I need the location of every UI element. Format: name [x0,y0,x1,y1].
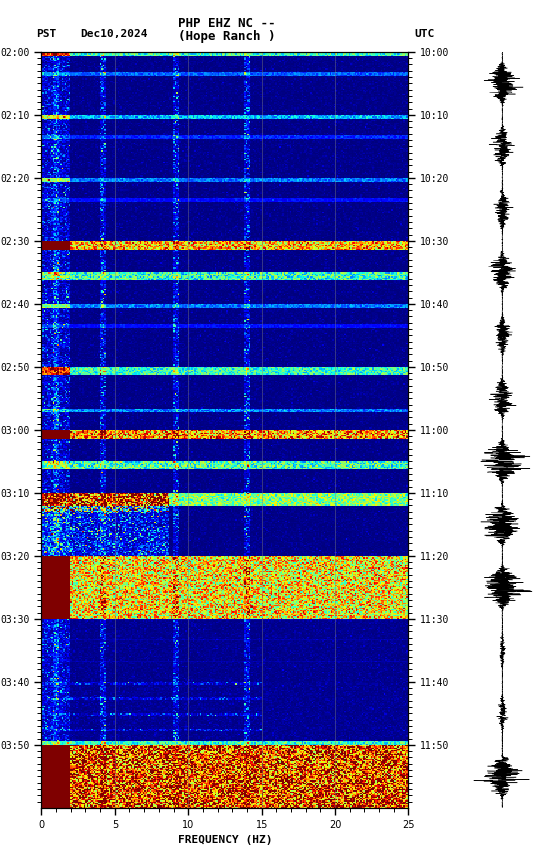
X-axis label: FREQUENCY (HZ): FREQUENCY (HZ) [178,835,272,845]
Text: PST: PST [36,29,56,40]
Text: UTC: UTC [414,29,434,40]
Text: PHP EHZ NC --: PHP EHZ NC -- [178,17,275,30]
Text: Dec10,2024: Dec10,2024 [80,29,147,40]
Text: (Hope Ranch ): (Hope Ranch ) [178,30,275,43]
